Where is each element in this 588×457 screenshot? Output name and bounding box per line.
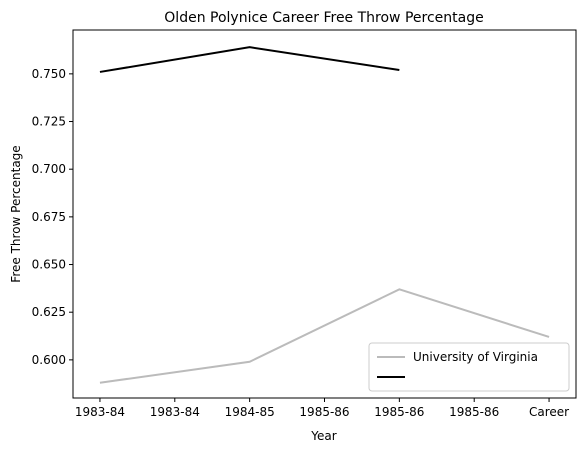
x-tick-label: Career [529, 405, 569, 419]
legend-label: University of Virginia [413, 350, 538, 364]
x-tick-label: 1983-84 [150, 405, 200, 419]
chart-title: Olden Polynice Career Free Throw Percent… [164, 10, 483, 26]
legend-box [368, 342, 570, 392]
y-tick-label: 0.700 [32, 162, 66, 176]
y-tick-label: 0.600 [32, 353, 66, 367]
y-tick-label: 0.675 [32, 210, 66, 224]
y-tick-label: 0.750 [32, 67, 66, 81]
axes-frame [72, 29, 577, 399]
y-tick-label: 0.625 [32, 305, 66, 319]
y-tick-label: 0.725 [32, 115, 66, 129]
line [99, 288, 550, 384]
x-tick-label: 1985-86 [299, 405, 349, 419]
x-tick-label: 1985-86 [374, 405, 424, 419]
x-tick-label: 1983-84 [75, 405, 125, 419]
line [99, 46, 400, 73]
y-axis-label: Free Throw Percentage [9, 145, 23, 282]
x-axis-label: Year [310, 429, 336, 443]
x-tick-label: 1984-85 [225, 405, 275, 419]
y-tick-label: 0.650 [32, 258, 66, 272]
x-tick-label: 1985-86 [449, 405, 499, 419]
